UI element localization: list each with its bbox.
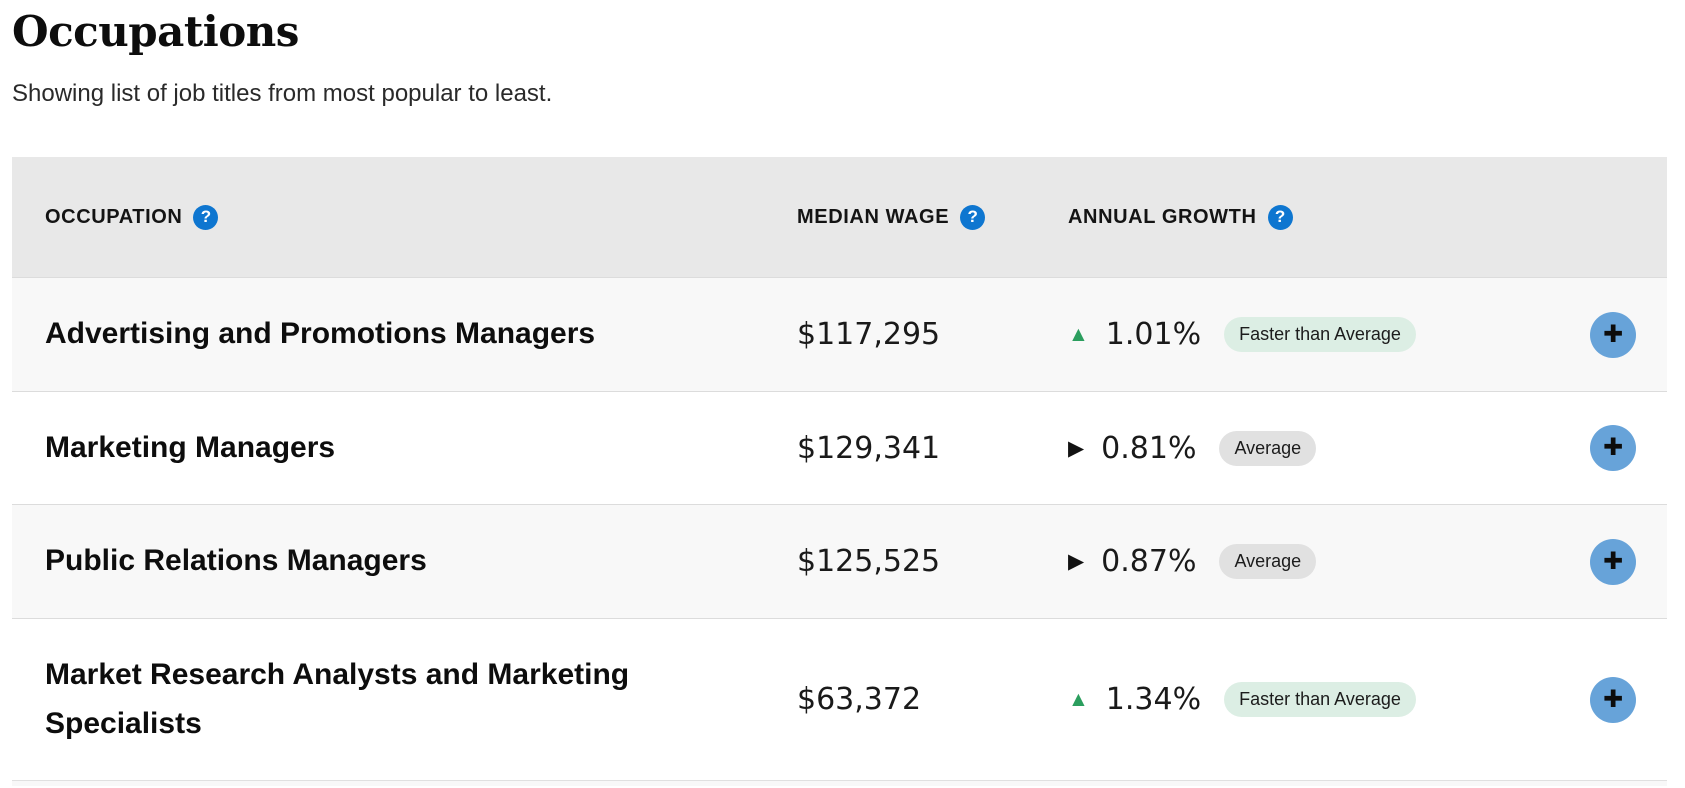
- column-header-occupation: OCCUPATION ?: [12, 204, 797, 230]
- occupation-name: Marketing Managers: [45, 430, 336, 464]
- occupations-page: Occupations Showing list of job titles f…: [0, 7, 1685, 787]
- annual-growth-cell: ▲ 1.01% Faster than Average: [1068, 317, 1535, 353]
- annual-growth-cell: ▲ 1.34% Faster than Average: [1068, 682, 1535, 718]
- row-actions: ✚: [1535, 425, 1667, 472]
- growth-badge: Faster than Average: [1224, 682, 1416, 718]
- expand-row-button[interactable]: ✚: [1590, 538, 1636, 585]
- row-actions: ✚: [1535, 676, 1667, 723]
- growth-value: 0.81%: [1101, 430, 1197, 466]
- occupations-table: OCCUPATION ? MEDIAN WAGE ? ANNUAL GROWTH…: [12, 157, 1667, 787]
- annual-growth-cell: ▶ 0.81% Average: [1068, 430, 1535, 466]
- growth-value: 0.87%: [1101, 544, 1197, 580]
- expand-row-button[interactable]: ✚: [1590, 311, 1636, 358]
- annual-growth-header-label: ANNUAL GROWTH: [1068, 205, 1257, 228]
- growth-up-icon: ▲: [1068, 688, 1089, 712]
- occupation-name: Market Research Analysts and Marketing S…: [45, 658, 630, 740]
- partial-next-row: [12, 781, 1667, 787]
- growth-steady-icon: ▶: [1068, 436, 1085, 460]
- median-wage-value: $125,525: [797, 544, 941, 580]
- help-icon[interactable]: ?: [1267, 204, 1293, 230]
- median-wage-value: $129,341: [797, 430, 941, 466]
- row-actions: ✚: [1535, 538, 1667, 585]
- page-subtitle: Showing list of job titles from most pop…: [12, 80, 553, 108]
- table-row: Public Relations Managers $125,525 ▶ 0.8…: [12, 504, 1667, 619]
- expand-row-button[interactable]: ✚: [1590, 425, 1636, 472]
- table-row: Marketing Managers $129,341 ▶ 0.81% Aver…: [12, 390, 1667, 505]
- table-row: Advertising and Promotions Managers $117…: [12, 277, 1667, 391]
- table-row: Market Research Analysts and Marketing S…: [12, 618, 1667, 781]
- growth-badge: Average: [1219, 544, 1317, 580]
- growth-up-icon: ▲: [1068, 323, 1089, 347]
- table-body: Advertising and Promotions Managers $117…: [12, 277, 1667, 782]
- median-wage-value: $117,295: [797, 317, 941, 353]
- page-title: Occupations: [12, 7, 299, 56]
- occupation-header-label: OCCUPATION: [45, 205, 183, 228]
- growth-steady-icon: ▶: [1068, 550, 1085, 574]
- row-actions: ✚: [1535, 311, 1667, 358]
- help-icon[interactable]: ?: [960, 204, 986, 230]
- annual-growth-cell: ▶ 0.87% Average: [1068, 544, 1535, 580]
- growth-value: 1.34%: [1105, 682, 1202, 718]
- occupation-name: Public Relations Managers: [45, 544, 427, 578]
- growth-value: 1.01%: [1105, 317, 1202, 353]
- median-wage-header-label: MEDIAN WAGE: [797, 205, 950, 228]
- column-header-annual-growth: ANNUAL GROWTH ?: [1068, 204, 1535, 230]
- median-wage-value: $63,372: [797, 682, 922, 718]
- growth-badge: Average: [1219, 430, 1317, 466]
- table-header-row: OCCUPATION ? MEDIAN WAGE ? ANNUAL GROWTH…: [12, 157, 1667, 278]
- column-header-median-wage: MEDIAN WAGE ?: [797, 204, 1068, 230]
- expand-row-button[interactable]: ✚: [1590, 676, 1636, 723]
- occupation-name: Advertising and Promotions Managers: [45, 317, 596, 351]
- help-icon[interactable]: ?: [193, 204, 219, 230]
- growth-badge: Faster than Average: [1224, 317, 1416, 353]
